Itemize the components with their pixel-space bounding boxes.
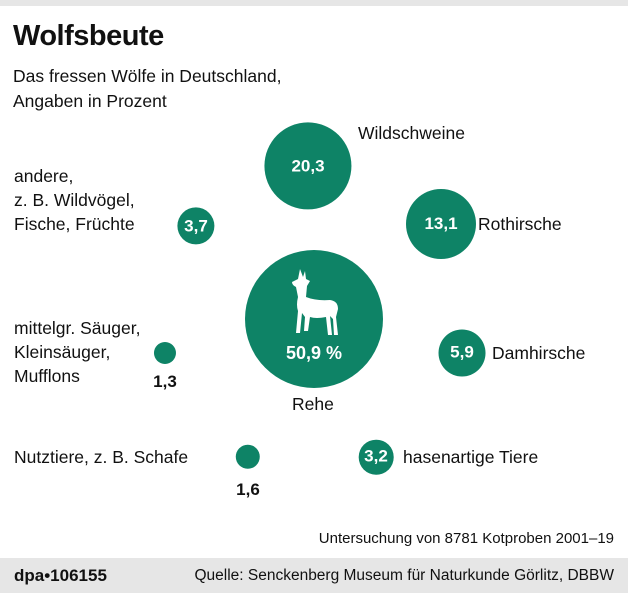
value-label: 1,6 — [236, 480, 260, 499]
category-label: mittelgr. Säuger, Kleinsäuger, Mufflons — [14, 316, 140, 388]
chart-subtitle: Das fressen Wölfe in Deutschland, Angabe… — [13, 64, 281, 114]
label-line: andere, — [14, 166, 74, 186]
value-label: 3,7 — [184, 215, 208, 235]
category-label: Wildschweine — [358, 123, 465, 143]
value-label: 13,1 — [424, 214, 458, 233]
value-label: 20,3 — [291, 155, 325, 175]
bubble-andere: 3,7 — [177, 207, 215, 245]
category-label: Rothirsche — [478, 214, 562, 234]
agency-id: dpa•106155 — [14, 566, 107, 585]
bubble-nutztiere — [235, 444, 261, 470]
category-label: Rehe — [292, 394, 334, 414]
label-line: Fische, Früchte — [14, 214, 135, 234]
label-line: Kleinsäuger, — [14, 342, 111, 362]
label-line: mittelgr. Säuger, — [14, 318, 141, 338]
top-bar — [0, 0, 628, 6]
bubble-rehe: 50,9 % — [245, 250, 383, 388]
label-line: z. B. Wildvögel, — [14, 190, 135, 210]
category-label: hasenartige Tiere — [403, 447, 539, 467]
bubble-damhirsche: 5,9 — [438, 329, 486, 377]
label-line: Mufflons — [14, 366, 80, 386]
value-label: 3,2 — [364, 447, 388, 466]
value-label: 5,9 — [450, 343, 474, 362]
bubble-hasenartige: 3,2 — [358, 439, 394, 475]
subtitle-line: Angaben in Prozent — [13, 91, 167, 111]
footer-bar — [0, 558, 628, 593]
bubble-mittelgr-saeuger — [153, 341, 177, 365]
category-label: andere, z. B. Wildvögel, Fische, Früchte — [14, 164, 135, 236]
deer-icon — [292, 268, 338, 335]
category-label: Nutztiere, z. B. Schafe — [14, 447, 189, 467]
bubble-wildschweine: 20,3 — [264, 122, 352, 210]
category-label: Damhirsche — [492, 343, 586, 363]
value-label: 50,9 % — [285, 342, 343, 363]
chart-title: Wolfsbeute — [13, 20, 164, 52]
source-note: Quelle: Senckenberg Museum für Naturkund… — [194, 567, 614, 584]
bubble-rothirsche: 13,1 — [406, 189, 476, 259]
subtitle-line: Das fressen Wölfe in Deutschland, — [13, 66, 282, 86]
value-label: 1,3 — [153, 372, 177, 391]
method-note: Untersuchung von 8781 Kotproben 2001–19 — [318, 530, 614, 547]
